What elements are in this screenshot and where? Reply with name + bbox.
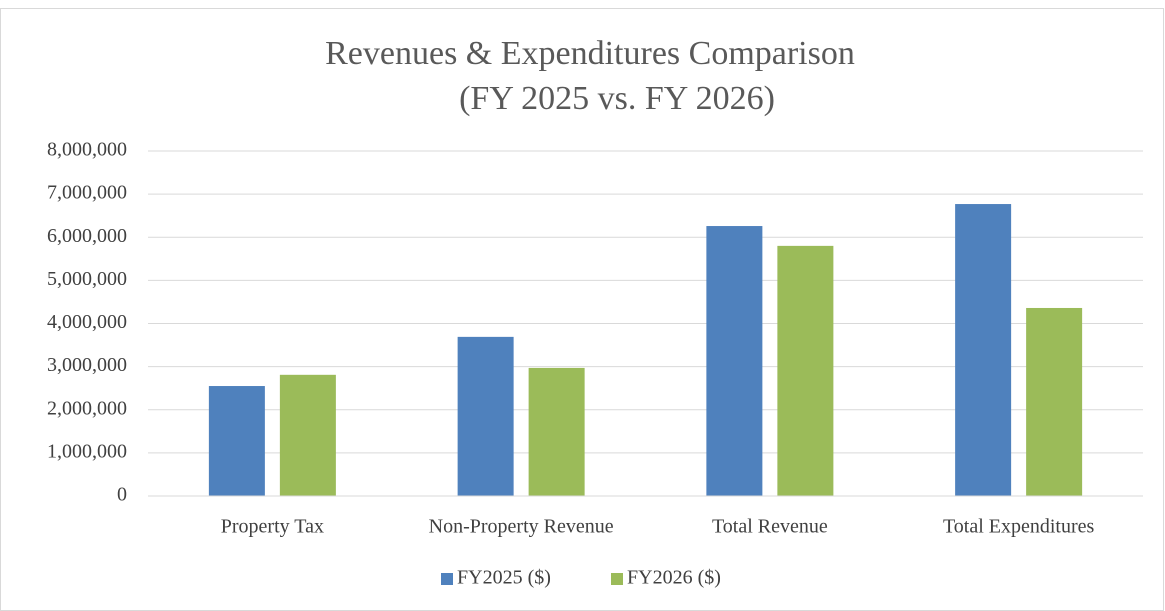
bar: [208, 386, 265, 496]
bar: [279, 374, 336, 496]
bar: [457, 336, 514, 496]
bar: [706, 226, 763, 496]
y-tick-label: 1,000,000: [47, 440, 127, 462]
legend-swatch: [611, 573, 623, 585]
x-tick-label: Non-Property Revenue: [429, 516, 614, 538]
x-tick-label: Total Revenue: [712, 516, 828, 538]
chart-title: (FY 2025 vs. FY 2026): [459, 80, 775, 117]
bar: [955, 204, 1012, 496]
y-tick-label: 3,000,000: [47, 354, 127, 376]
x-tick-label: Property Tax: [221, 516, 324, 538]
bar: [1026, 307, 1083, 496]
y-tick-label: 2,000,000: [47, 397, 127, 419]
y-tick-label: 8,000,000: [47, 139, 127, 161]
x-tick-label: Total Expenditures: [943, 516, 1095, 538]
legend-swatch: [441, 573, 453, 585]
y-tick-label: 0: [117, 484, 127, 506]
chart-title: Revenues & Expenditures Comparison: [325, 35, 855, 72]
legend-label: FY2026 ($): [627, 567, 721, 589]
legend-label: FY2025 ($): [457, 567, 551, 589]
bar: [777, 245, 834, 496]
y-tick-label: 7,000,000: [47, 182, 127, 204]
bar: [528, 367, 585, 496]
y-tick-label: 5,000,000: [47, 268, 127, 290]
y-tick-label: 6,000,000: [47, 225, 127, 247]
y-tick-label: 4,000,000: [47, 311, 127, 333]
